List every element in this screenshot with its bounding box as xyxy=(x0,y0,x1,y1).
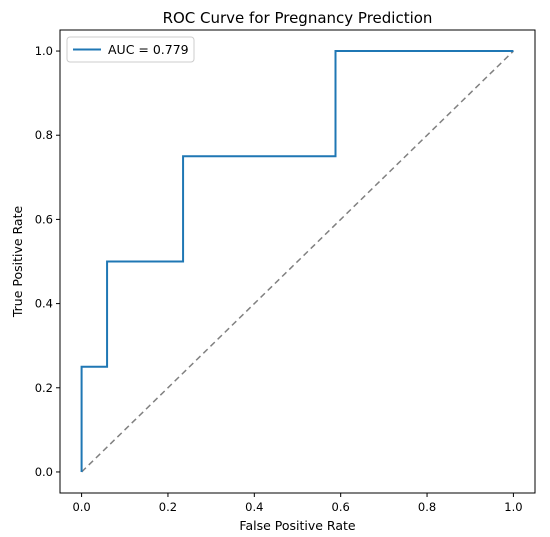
chart-title: ROC Curve for Pregnancy Prediction xyxy=(163,9,433,27)
y-tick-label: 0.2 xyxy=(35,381,53,395)
x-tick-label: 0.8 xyxy=(418,500,436,514)
x-tick-label: 0.4 xyxy=(245,500,263,514)
x-axis: 0.0 0.2 0.4 0.6 0.8 1.0 xyxy=(72,493,523,514)
y-axis-label: True Positive Rate xyxy=(10,206,25,319)
legend-label: AUC = 0.779 xyxy=(108,42,189,57)
x-axis-label: False Positive Rate xyxy=(239,518,355,533)
legend-box xyxy=(66,36,195,63)
legend: AUC = 0.779 xyxy=(66,36,195,63)
y-tick-label: 0.4 xyxy=(35,297,53,311)
chance-diagonal-line xyxy=(81,50,514,473)
y-tick-label: 0.0 xyxy=(35,465,53,479)
x-tick-label: 0.0 xyxy=(72,500,90,514)
roc-curve-line xyxy=(80,50,514,472)
x-tick-label: 0.6 xyxy=(332,500,350,514)
y-tick-label: 0.8 xyxy=(35,128,53,142)
x-tick-label: 1.0 xyxy=(504,500,522,514)
x-tick-label: 0.2 xyxy=(159,500,177,514)
y-tick-label: 0.6 xyxy=(35,212,53,226)
plot-area xyxy=(80,50,514,473)
plot-frame xyxy=(59,29,536,494)
y-tick-label: 1.0 xyxy=(35,44,53,58)
y-axis: 0.0 0.2 0.4 0.6 0.8 1.0 xyxy=(35,44,60,479)
